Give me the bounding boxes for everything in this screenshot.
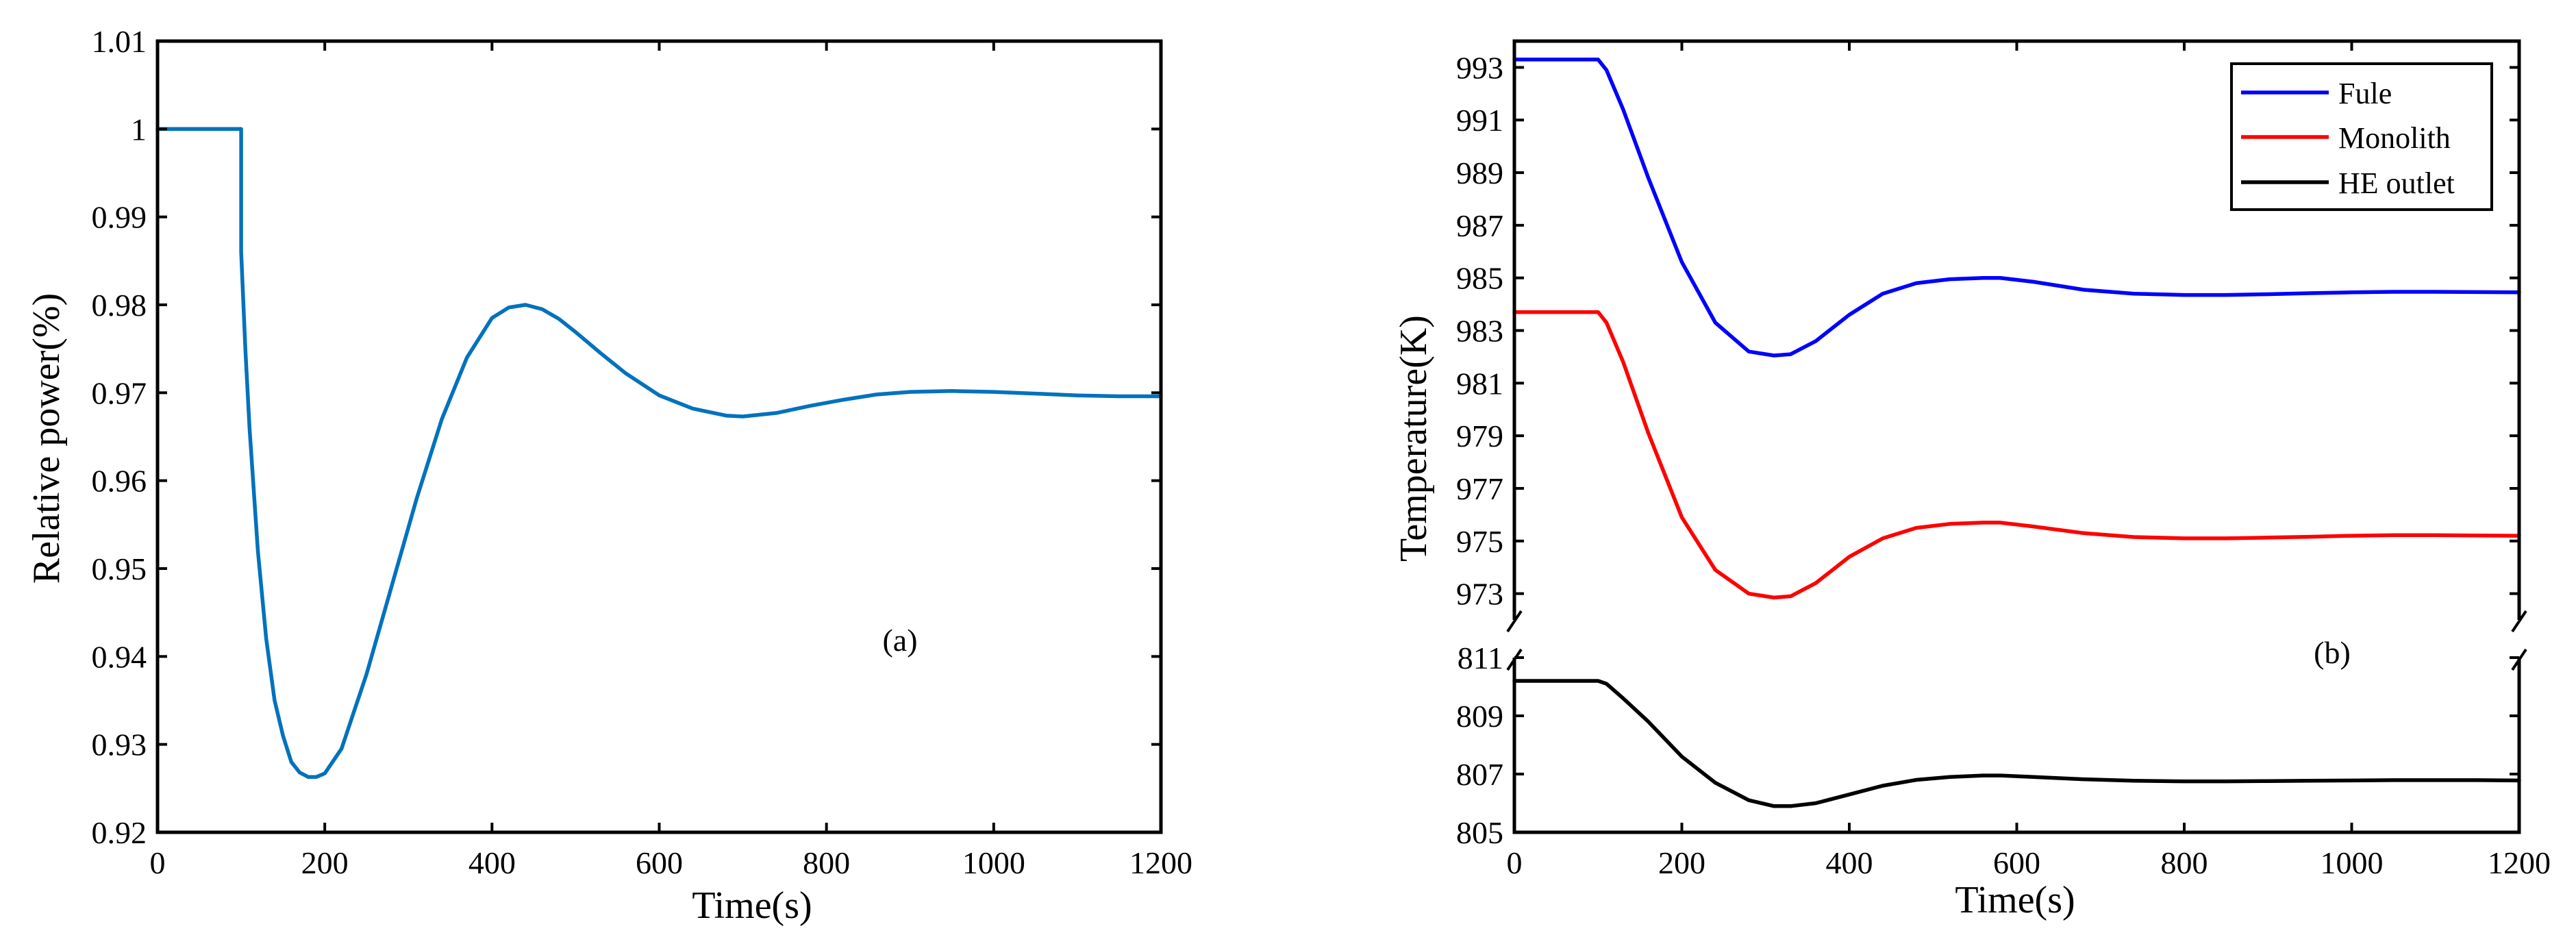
y-tick-label: 973 xyxy=(1456,577,1503,612)
chart-b-legend: Fule Monolith HE outlet xyxy=(2230,62,2493,211)
x-tick-label: 400 xyxy=(468,845,516,880)
y-tick-label: 809 xyxy=(1456,699,1503,734)
y-tick-label: 987 xyxy=(1456,208,1503,243)
y-tick-label: 0.94 xyxy=(92,639,147,674)
chart-b-x-axis-title: Time(s) xyxy=(1955,879,2075,921)
chart-b: 0 200 400 600 800 1000 1200 973 975 977 979 981 983 9… xyxy=(1392,39,2551,921)
x-tick-label: 1000 xyxy=(2321,845,2384,880)
x-tick-label: 1200 xyxy=(2488,845,2551,880)
x-tick-label: 200 xyxy=(301,845,349,880)
y-tick-label: 805 xyxy=(1456,815,1503,850)
y-tick-label: 0.98 xyxy=(92,288,147,323)
chart-a-x-axis-title: Time(s) xyxy=(692,884,812,927)
y-tick-label: 1 xyxy=(131,112,147,147)
x-tick-label: 600 xyxy=(1993,845,2040,880)
x-tick-label: 0 xyxy=(1507,845,1523,880)
y-tick-label: 0.97 xyxy=(92,375,147,410)
y-tick-label: 0.93 xyxy=(92,727,147,762)
axis-break-mark xyxy=(2511,610,2527,633)
y-tick-label: 975 xyxy=(1456,524,1503,559)
axis-break-mark xyxy=(1506,648,1523,671)
x-tick-label: 0 xyxy=(150,845,166,880)
y-tick-label: 0.99 xyxy=(92,200,147,235)
legend-entry-fule: Fule xyxy=(2241,77,2392,110)
legend-label-monolith: Monolith xyxy=(2338,121,2451,155)
chart-a-y-axis-title: Relative power(%) xyxy=(25,293,68,584)
y-tick-label: 0.95 xyxy=(92,551,147,586)
y-tick-label: 807 xyxy=(1456,757,1503,792)
chart-b-axis-break-marks xyxy=(1506,610,2527,671)
y-tick-label: 991 xyxy=(1456,103,1503,138)
chart-b-y-axis-title: Temperature(K) xyxy=(1392,315,1435,562)
y-tick-label: 983 xyxy=(1456,314,1503,349)
y-tick-label: 811 xyxy=(1458,640,1503,675)
y-tick-label: 985 xyxy=(1456,261,1503,296)
chart-b-series-line-monolith xyxy=(1512,310,2521,600)
axis-break-mark xyxy=(1506,610,1523,633)
axis-break-mark xyxy=(2511,648,2527,671)
x-tick-label: 800 xyxy=(803,845,850,880)
legend-label-he-outlet: HE outlet xyxy=(2338,166,2455,200)
chart-b-series-line-fule xyxy=(1512,58,2521,358)
y-tick-label: 981 xyxy=(1456,366,1503,401)
chart-a: 0 200 400 600 800 1000 1200 0.92 0.93 0.94 0.95 0.9… xyxy=(25,24,1192,927)
chart-a-ticks: 0 200 400 600 800 1000 1200 0.92 0.93 0.94 0.95 0.9… xyxy=(92,24,1193,880)
y-tick-label: 993 xyxy=(1456,50,1503,85)
chart-b-series-group xyxy=(1512,58,2521,808)
x-tick-label: 400 xyxy=(1826,845,1873,880)
x-tick-label: 200 xyxy=(1658,845,1705,880)
legend-entry-monolith: Monolith xyxy=(2241,121,2451,155)
chart-b-annotation: (b) xyxy=(2314,635,2351,670)
legend-entry-he-outlet: HE outlet xyxy=(2241,166,2455,200)
y-tick-label: 979 xyxy=(1456,419,1503,453)
y-tick-label: 0.92 xyxy=(92,815,147,850)
y-tick-label: 989 xyxy=(1456,155,1503,190)
chart-a-series-group xyxy=(155,127,1163,779)
x-tick-label: 1000 xyxy=(962,845,1025,880)
y-tick-label: 977 xyxy=(1456,471,1503,506)
chart-a-annotation: (a) xyxy=(882,623,917,658)
x-tick-label: 800 xyxy=(2161,845,2208,880)
x-tick-label: 600 xyxy=(636,845,683,880)
legend-label-fule: Fule xyxy=(2338,77,2392,110)
y-tick-label: 0.96 xyxy=(92,464,147,499)
chart-b-series-line-he-outlet xyxy=(1512,679,2521,808)
legend-box xyxy=(2230,62,2493,211)
chart-a-series-line-0 xyxy=(155,127,1163,779)
x-tick-label: 1200 xyxy=(1129,845,1192,880)
y-tick-label: 1.01 xyxy=(92,24,147,59)
chart-b-ticks: 0 200 400 600 800 1000 1200 973 975 977 979 981 983 9… xyxy=(1456,41,2551,880)
